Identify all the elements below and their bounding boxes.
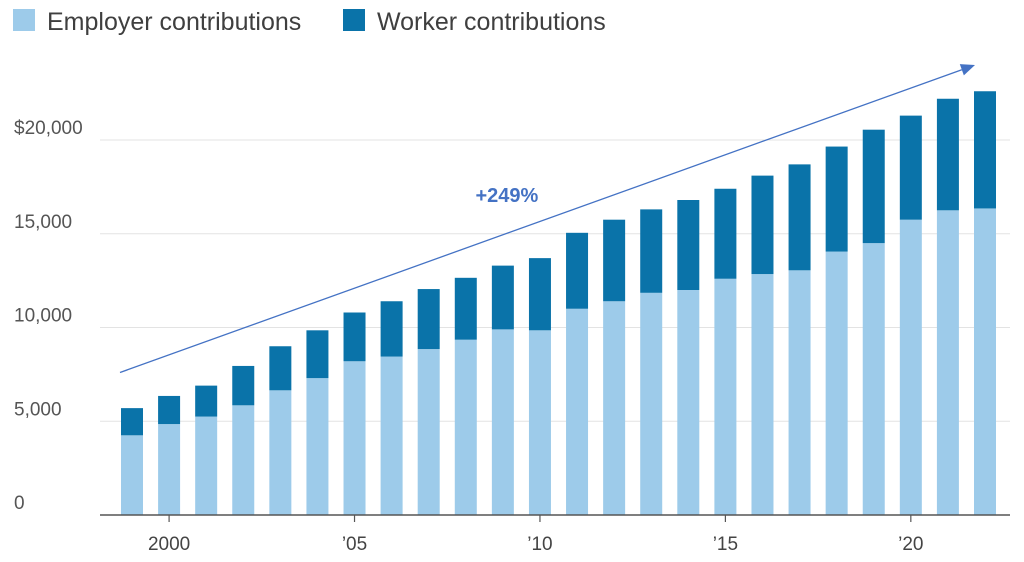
y-tick-label: $20,000 — [14, 118, 83, 139]
bar-employer-2021 — [936, 210, 959, 515]
y-axis-tick-labels: 0 5,000 10,000 15,000 $20,000 — [14, 118, 83, 514]
bar-worker-2008 — [454, 277, 477, 340]
bar-employer-2001 — [195, 416, 218, 515]
bar-employer-2003 — [269, 390, 292, 515]
legend: Employer contributions Worker contributi… — [13, 8, 606, 36]
bar-employer-2022 — [974, 208, 996, 515]
bar-worker-2004 — [306, 330, 329, 379]
bar-worker-2017 — [788, 164, 811, 271]
bar-worker-2002 — [232, 365, 255, 406]
bar-employer-2020 — [899, 219, 922, 515]
bar-worker-2005 — [343, 312, 366, 362]
bar-worker-2016 — [751, 175, 774, 275]
bar-worker-2007 — [417, 289, 440, 350]
bar-worker-2009 — [491, 265, 514, 330]
bar-worker-2021 — [936, 98, 959, 211]
bar-worker-2014 — [677, 200, 700, 290]
bar-worker-2006 — [380, 301, 403, 357]
bar-worker-2001 — [195, 385, 218, 417]
x-axis-tick-labels: 2000 ’05 ’10 ’15 ’20 — [148, 534, 924, 555]
legend-swatch-employer — [13, 9, 35, 31]
bar-worker-2020 — [899, 115, 922, 220]
bar-worker-2000 — [158, 395, 181, 425]
bar-employer-1999 — [121, 435, 143, 515]
x-tick-label: ’20 — [898, 534, 923, 555]
bar-employer-2007 — [417, 349, 440, 515]
bar-worker-2011 — [566, 232, 589, 309]
bar-employer-2010 — [528, 330, 551, 515]
legend-swatch-worker — [343, 9, 365, 31]
bar-employer-2006 — [380, 356, 403, 515]
bar-employer-2019 — [862, 243, 885, 515]
x-tick-label: ’10 — [527, 534, 552, 555]
bar-employer-2015 — [714, 278, 737, 515]
trend-arrowhead-icon — [959, 64, 975, 76]
x-tick-label: 2000 — [148, 534, 190, 555]
bar-employer-2000 — [158, 424, 181, 515]
bar-worker-2010 — [528, 258, 551, 331]
bar-worker-2022 — [974, 91, 996, 209]
bar-employer-2008 — [454, 339, 477, 515]
bar-employer-2002 — [232, 405, 255, 515]
bar-employer-2004 — [306, 378, 329, 515]
bar-employer-2009 — [491, 329, 514, 515]
growth-annotation-label: +249% — [475, 185, 538, 207]
y-tick-label: 5,000 — [14, 399, 62, 420]
bar-worker-2013 — [640, 209, 663, 293]
legend-label-employer: Employer contributions — [47, 8, 301, 36]
bar-worker-2018 — [825, 146, 848, 252]
legend-label-worker: Worker contributions — [377, 8, 606, 36]
gridlines — [100, 139, 1010, 422]
bar-employer-2011 — [566, 308, 589, 515]
bar-employer-2013 — [640, 292, 663, 515]
y-tick-label: 10,000 — [14, 306, 72, 327]
bar-employer-2005 — [343, 361, 366, 515]
bar-employer-2016 — [751, 274, 774, 515]
y-tick-label: 15,000 — [14, 212, 72, 233]
growth-annotation: +249% — [119, 64, 975, 374]
bar-employer-2017 — [788, 270, 811, 515]
bar-employer-2014 — [677, 290, 700, 515]
bar-worker-2015 — [714, 188, 737, 279]
bar-employer-2018 — [825, 251, 848, 515]
x-tick-label: ’05 — [342, 534, 367, 555]
y-tick-label: 0 — [14, 493, 25, 514]
trend-arrow — [119, 69, 963, 374]
bar-worker-2003 — [269, 346, 292, 391]
bar-worker-2019 — [862, 129, 885, 244]
bars — [121, 91, 996, 515]
bar-employer-2012 — [603, 301, 626, 515]
bar-worker-2012 — [603, 219, 626, 302]
x-tick-label: ’15 — [713, 534, 738, 555]
x-axis-tick-marks — [168, 515, 912, 522]
bar-worker-1999 — [121, 408, 143, 436]
